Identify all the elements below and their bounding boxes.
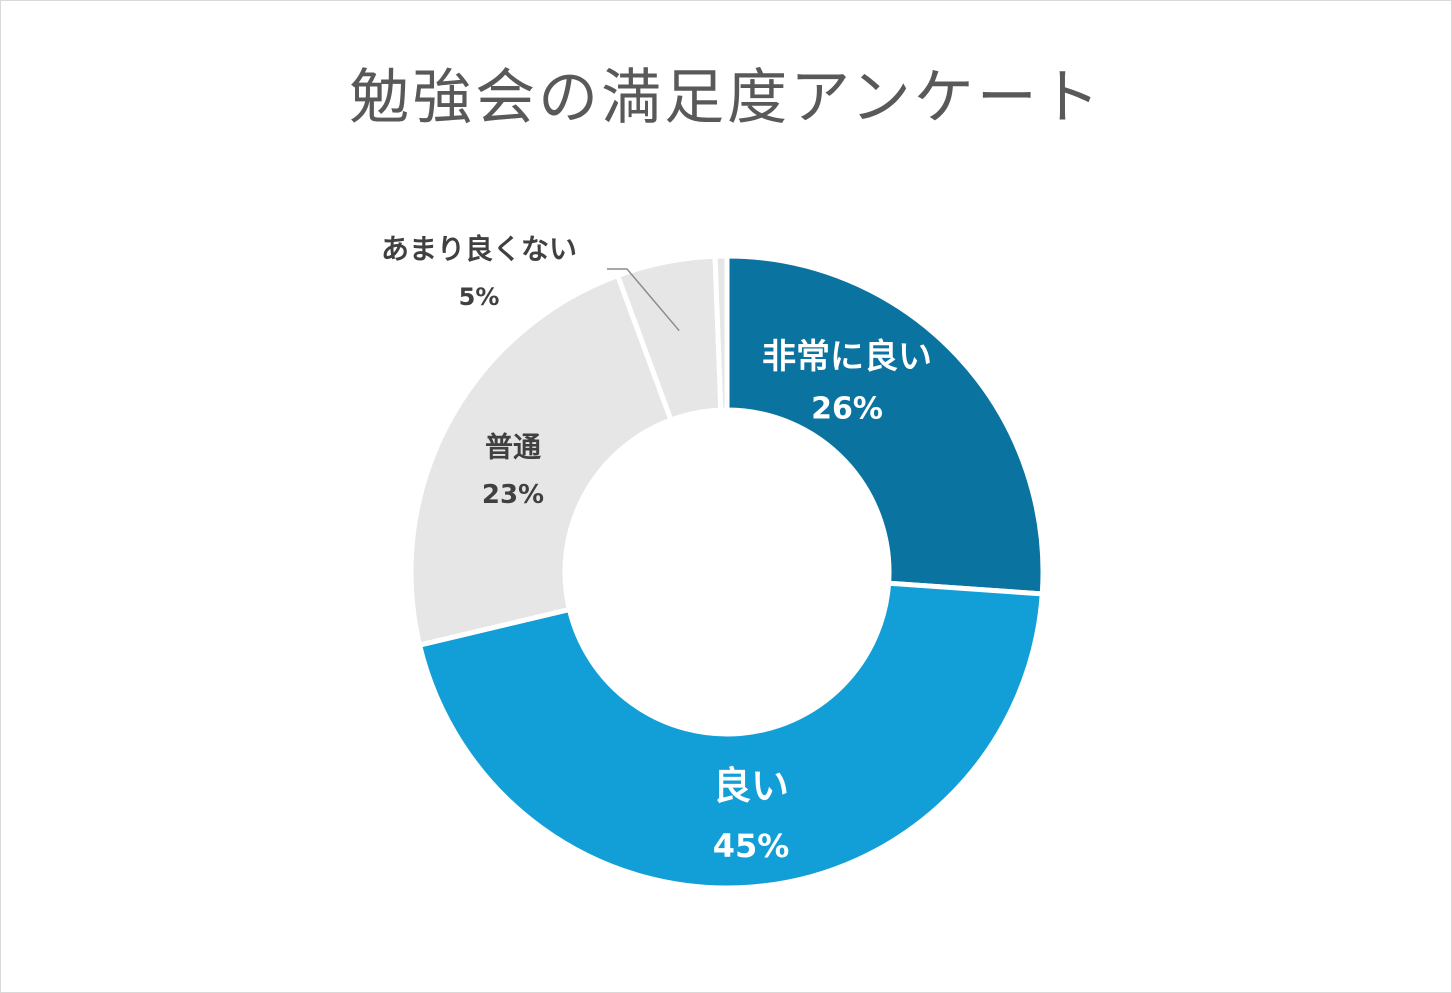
slice-5: [712, 253, 730, 413]
slice-label-1: 非常に良い: [762, 337, 932, 377]
chart-title: 勉強会の満足度アンケート: [349, 63, 1103, 133]
slice-value-label-4: 5%: [459, 283, 500, 311]
slice-2: [416, 580, 1045, 891]
slice-value-label-2: 45%: [713, 827, 790, 865]
slice-label-2: 良い: [713, 764, 789, 808]
leader-lines: [607, 268, 680, 332]
slice-value-label-1: 26%: [811, 392, 883, 427]
slice-1: [724, 253, 1046, 597]
slice-value-label-3: 23%: [482, 480, 544, 510]
donut-slices: [408, 253, 1046, 891]
slice-3: [408, 272, 675, 649]
slice-label-3: 普通: [485, 431, 541, 464]
slice-labels: 非常に良い 26% 良い 45% 普通 23% あまり良くない 5%: [381, 233, 932, 866]
slice-label-4: あまり良くない: [381, 233, 577, 266]
leader-line-4: [607, 268, 680, 332]
